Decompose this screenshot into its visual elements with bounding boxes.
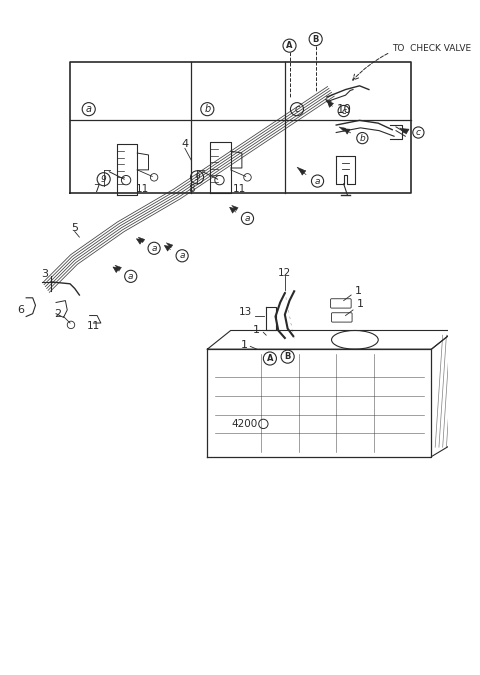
Text: a: a — [128, 272, 133, 281]
Text: 10: 10 — [336, 103, 351, 115]
Text: TO  CHECK VALVE: TO CHECK VALVE — [392, 44, 471, 53]
Polygon shape — [166, 243, 173, 248]
Polygon shape — [325, 99, 331, 105]
Text: A: A — [267, 354, 273, 363]
Polygon shape — [232, 205, 238, 211]
Polygon shape — [115, 265, 121, 271]
Text: 7: 7 — [93, 184, 99, 194]
Text: 4: 4 — [181, 139, 189, 148]
Polygon shape — [400, 128, 406, 133]
Text: 8: 8 — [188, 184, 195, 194]
Text: 11: 11 — [87, 321, 100, 331]
Text: 6: 6 — [17, 305, 24, 315]
Text: 12: 12 — [278, 267, 291, 277]
Text: 5: 5 — [71, 223, 78, 233]
Text: B: B — [312, 34, 319, 44]
Text: 4200: 4200 — [232, 419, 258, 429]
Polygon shape — [138, 237, 145, 242]
Text: c: c — [416, 128, 421, 137]
Text: 1: 1 — [357, 299, 364, 309]
Text: A: A — [286, 41, 293, 50]
Text: 9: 9 — [194, 173, 200, 182]
Text: 1: 1 — [240, 340, 248, 350]
Text: c: c — [341, 107, 346, 115]
Text: a: a — [245, 214, 250, 223]
Text: 1: 1 — [252, 325, 260, 335]
Text: 3: 3 — [41, 269, 48, 279]
Text: a: a — [315, 177, 320, 186]
Text: b: b — [204, 104, 210, 114]
Polygon shape — [339, 127, 346, 132]
Text: a: a — [151, 244, 157, 253]
Text: 2: 2 — [54, 308, 61, 319]
Text: B: B — [285, 352, 291, 361]
Text: 11: 11 — [232, 184, 246, 194]
Text: 13: 13 — [239, 307, 252, 317]
Text: b: b — [360, 134, 365, 142]
Text: 11: 11 — [136, 184, 149, 194]
Polygon shape — [297, 167, 303, 173]
Text: c: c — [294, 104, 300, 114]
Text: 1: 1 — [355, 286, 362, 296]
Text: a: a — [86, 104, 92, 114]
Text: a: a — [180, 251, 185, 261]
Text: 9: 9 — [101, 175, 107, 184]
